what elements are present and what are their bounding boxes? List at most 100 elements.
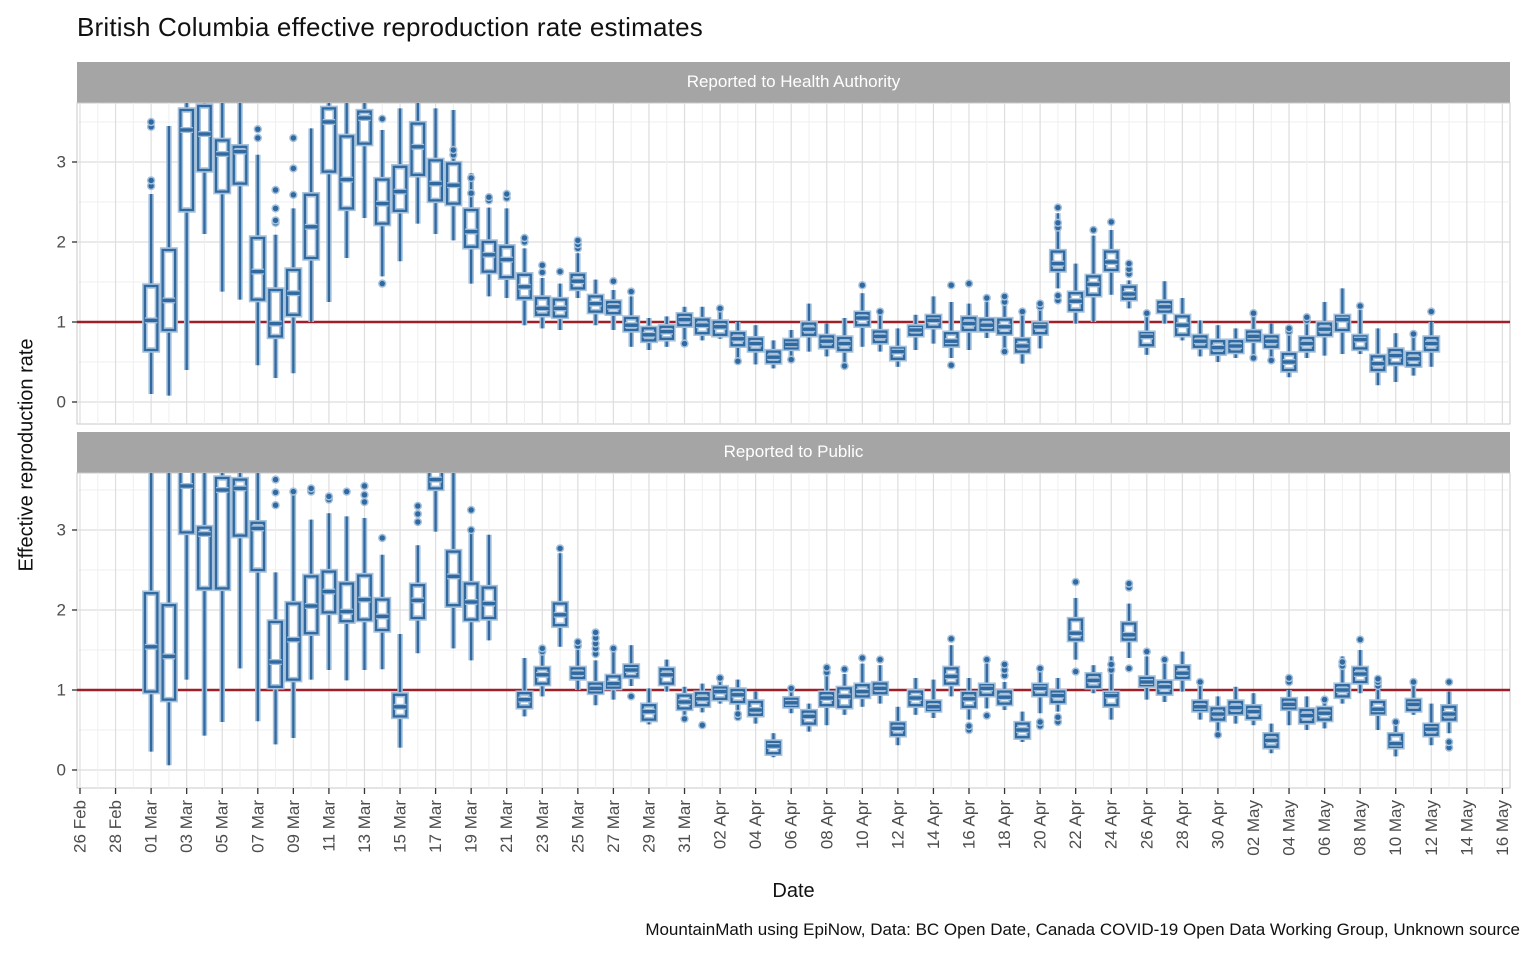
boxplot — [782, 330, 801, 364]
outlier-point — [272, 476, 279, 483]
boxplot — [977, 293, 996, 338]
boxplot — [960, 279, 978, 350]
boxplot — [426, 108, 445, 234]
outlier-point — [859, 655, 866, 661]
boxplot — [284, 133, 303, 374]
outlier-point — [948, 362, 954, 368]
boxplot — [1226, 328, 1245, 358]
y-tick-label: 2 — [57, 601, 66, 620]
boxplot — [1120, 259, 1139, 309]
x-tick-label: 04 Apr — [746, 800, 765, 849]
panel-public: 0 1 2 3 — [57, 432, 1511, 789]
caption: MountainMath using EpiNow, Data: BC Open… — [645, 920, 1520, 939]
boxplot — [728, 322, 747, 366]
outlier-point — [450, 147, 457, 153]
outlier-point — [1446, 679, 1452, 685]
outlier-point — [290, 135, 297, 141]
boxplot — [906, 678, 925, 715]
boxplot — [319, 492, 338, 670]
outlier-point — [148, 119, 154, 125]
x-tick-label: 11 Mar — [319, 800, 338, 852]
outlier-point — [1108, 667, 1114, 673]
outlier-point — [1393, 719, 1399, 725]
outlier-point — [1055, 220, 1061, 226]
outlier-point — [1321, 696, 1328, 703]
boxplot — [515, 658, 534, 717]
y-tick-label: 1 — [57, 313, 66, 332]
outlier-point — [841, 666, 848, 672]
outlier-point — [1250, 355, 1257, 361]
outlier-point — [966, 723, 972, 729]
boxplot — [871, 655, 890, 704]
boxplot — [1422, 307, 1441, 367]
boxplot — [711, 304, 730, 339]
boxplot — [1244, 309, 1263, 363]
boxplot — [444, 110, 463, 241]
outlier-point — [1375, 676, 1381, 682]
outlier-point — [1446, 739, 1452, 745]
boxplot — [426, 473, 445, 532]
x-tick-label: 19 Mar — [462, 800, 481, 853]
outlier-point — [788, 685, 794, 692]
boxplot — [337, 103, 356, 258]
boxplot — [1031, 664, 1050, 731]
boxplot — [746, 691, 765, 724]
boxplot — [1280, 324, 1299, 378]
boxplot — [462, 505, 481, 661]
outlier-point — [1339, 659, 1346, 665]
y-tick-label: 0 — [57, 761, 66, 780]
x-tick-label: 05 Mar — [213, 800, 232, 853]
boxplot — [1315, 302, 1334, 356]
facet-strip — [77, 62, 1510, 103]
boxplot — [1155, 655, 1174, 702]
outlier-point — [290, 165, 297, 172]
panel-health-authority: 0 1 2 3 — [57, 62, 1511, 425]
outlier-point — [1286, 675, 1292, 681]
boxplot — [693, 683, 712, 730]
facet-strip-label-public: Reported to Public — [723, 442, 864, 461]
outlier-point — [468, 190, 474, 196]
boxplot — [835, 665, 854, 715]
boxplot — [728, 679, 747, 722]
outlier-point — [1126, 266, 1132, 272]
outlier-point — [1055, 292, 1061, 299]
outlier-point — [592, 629, 599, 636]
boxplot — [764, 340, 783, 369]
boxplot — [1013, 711, 1032, 742]
boxplot — [1066, 577, 1085, 676]
boxplot — [639, 688, 658, 725]
boxplot — [1422, 703, 1441, 746]
x-tick-label: 08 Apr — [817, 800, 836, 849]
boxplot — [1404, 329, 1423, 376]
outlier-point — [1161, 656, 1168, 663]
boxplot — [462, 173, 481, 284]
boxplot — [1191, 677, 1210, 720]
boxplot — [248, 125, 267, 366]
outlier-point — [1215, 732, 1221, 738]
boxplot — [711, 673, 730, 704]
outlier-point — [859, 282, 866, 288]
x-tick-label: 12 Apr — [888, 800, 907, 849]
outlier-point — [681, 340, 688, 347]
boxplots — [142, 103, 1441, 396]
outlier-point — [468, 175, 474, 181]
boxplot — [195, 103, 214, 234]
outlier-point — [468, 507, 474, 513]
boxplot — [1048, 678, 1067, 727]
boxplot — [924, 679, 943, 718]
boxplot — [622, 645, 641, 701]
boxplot — [337, 487, 356, 681]
y-axis-title: Effective reproduction rate — [15, 338, 38, 572]
x-tick-label: 26 Apr — [1137, 800, 1156, 849]
outlier-point — [557, 545, 563, 552]
outlier-point — [415, 519, 421, 525]
outlier-point — [539, 262, 545, 268]
outlier-point — [1144, 648, 1150, 655]
boxplot — [1013, 307, 1032, 364]
boxplot — [479, 534, 498, 641]
y-tick-label: 3 — [57, 153, 66, 172]
boxplot — [782, 684, 801, 714]
boxplot — [1208, 696, 1227, 739]
outlier-point — [735, 711, 741, 717]
boxplot — [799, 703, 818, 732]
